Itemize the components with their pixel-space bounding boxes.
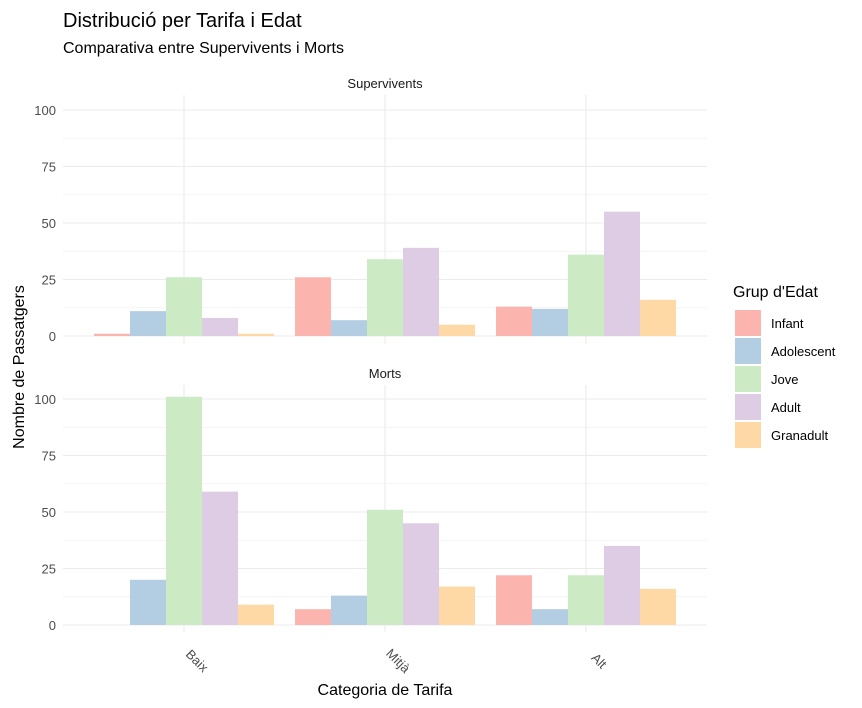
- y-axis-title: Nombre de Passatgers: [11, 285, 28, 449]
- bar-granadult-mitjà: [439, 586, 475, 625]
- x-tick-label: Alt: [589, 650, 611, 672]
- bar-jove-mitjà: [367, 509, 403, 625]
- bar-adolescent-alt: [532, 308, 568, 336]
- x-tick-label: Mitjà: [383, 646, 414, 677]
- bar-adult-alt: [604, 211, 640, 336]
- bar-infant-mitjà: [295, 609, 331, 625]
- legend-label-infant: Infant: [771, 316, 804, 331]
- legend-title: Grup d'Edat: [733, 284, 818, 301]
- bar-adolescent-baix: [130, 311, 166, 336]
- chart-title: Distribució per Tarifa i Edat: [63, 10, 302, 32]
- legend-swatch-infant: [735, 310, 761, 336]
- bar-adolescent-mitjà: [331, 320, 367, 336]
- facet-panel-supervivents: Supervivents 0 25 50 75 100: [34, 76, 707, 344]
- legend-swatch-granadult: [735, 422, 761, 448]
- bar-adolescent-baix: [130, 579, 166, 625]
- y-tick-label: 0: [49, 329, 56, 344]
- bar-granadult-alt: [640, 588, 676, 625]
- y-tick-label: 25: [42, 273, 56, 288]
- bar-adult-baix: [202, 491, 238, 625]
- bar-infant-baix: [94, 333, 130, 336]
- facet-panels: Supervivents 0 25 50 75 100 Morts 0 25 50 75 100: [34, 76, 707, 633]
- y-tick-label: 50: [42, 505, 56, 520]
- bar-adolescent-alt: [532, 609, 568, 625]
- y-tick-label: 0: [49, 618, 56, 633]
- legend-swatch-adult: [735, 394, 761, 420]
- legend-swatch-jove: [735, 366, 761, 392]
- bar-granadult-mitjà: [439, 324, 475, 336]
- x-axis-ticks: Baix Mitjà Alt: [183, 646, 610, 677]
- bar-jove-baix: [166, 396, 202, 625]
- legend-label-granadult: Granadult: [771, 428, 828, 443]
- y-tick-label: 75: [42, 449, 56, 464]
- bar-adult-mitjà: [403, 523, 439, 625]
- chart-subtitle: Comparativa entre Supervivents i Morts: [63, 40, 344, 57]
- bar-granadult-baix: [238, 333, 274, 336]
- bar-adult-alt: [604, 545, 640, 625]
- bar-adolescent-mitjà: [331, 595, 367, 625]
- bar-infant-mitjà: [295, 277, 331, 336]
- legend-label-adolescent: Adolescent: [771, 344, 836, 359]
- bar-adult-baix: [202, 317, 238, 336]
- y-tick-label: 75: [42, 160, 56, 175]
- legend-swatch-adolescent: [735, 338, 761, 364]
- y-tick-label: 25: [42, 562, 56, 577]
- bar-granadult-baix: [238, 604, 274, 625]
- bar-jove-baix: [166, 277, 202, 336]
- facet-strip-label: Morts: [369, 366, 402, 381]
- bar-jove-alt: [568, 575, 604, 625]
- y-tick-label: 100: [34, 392, 56, 407]
- legend-label-jove: Jove: [771, 372, 798, 387]
- x-tick-label: Baix: [183, 647, 212, 676]
- facet-strip-label: Supervivents: [347, 76, 423, 91]
- bar-jove-alt: [568, 254, 604, 336]
- facet-panel-morts: Morts 0 25 50 75 100: [34, 366, 707, 633]
- bar-infant-alt: [496, 575, 532, 625]
- y-tick-label: 100: [34, 103, 56, 118]
- legend: Grup d'Edat Infant Adolescent Jove Adult Gra…: [733, 284, 836, 448]
- bar-infant-alt: [496, 306, 532, 336]
- x-axis-title: Categoria de Tarifa: [318, 682, 453, 699]
- y-tick-label: 50: [42, 216, 56, 231]
- bar-adult-mitjà: [403, 247, 439, 336]
- legend-label-adult: Adult: [771, 400, 801, 415]
- bar-jove-mitjà: [367, 259, 403, 336]
- bar-granadult-alt: [640, 299, 676, 336]
